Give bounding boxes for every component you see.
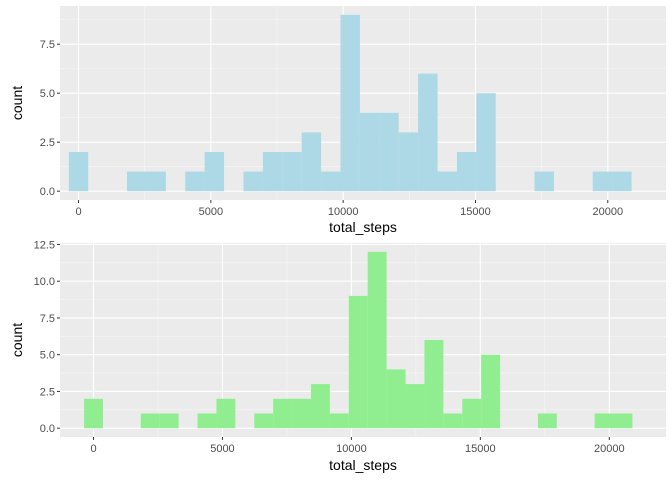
histogram-bar — [481, 354, 501, 429]
histogram-bar — [127, 171, 147, 192]
histogram-bar — [310, 384, 330, 429]
x-axis-title: total_steps — [329, 457, 397, 473]
histogram-bar — [348, 295, 368, 429]
histogram-bar — [359, 112, 380, 192]
y-tick-label: 2.5 — [40, 386, 55, 398]
histogram-bar — [273, 398, 293, 429]
histogram-bar — [329, 413, 349, 429]
x-tick-label: 5000 — [210, 443, 234, 455]
x-tick-label: 15000 — [460, 206, 491, 218]
x-tick-label: 20000 — [592, 206, 623, 218]
histogram-bar — [282, 151, 302, 192]
y-tick-label: 7.5 — [40, 39, 55, 51]
y-axis-title: count — [9, 323, 25, 357]
histogram-bar — [367, 251, 387, 429]
histogram-bar — [197, 413, 217, 429]
histogram-bar — [398, 132, 419, 192]
x-tick-label: 20000 — [594, 443, 625, 455]
histogram-bar — [292, 398, 311, 429]
histogram-bar — [301, 132, 322, 192]
histogram-bar — [437, 171, 457, 192]
panel-1: 0 5000 10000 15000 20000 0.0 2.5 5.0 7.5 total_st… — [9, 6, 666, 235]
histogram-bar — [537, 413, 557, 429]
y-tick-label: 0.0 — [40, 423, 55, 435]
x-tick-label: 10000 — [328, 206, 359, 218]
histogram-bar — [243, 171, 263, 192]
y-tick-label: 5.0 — [40, 88, 55, 100]
histogram-bar — [534, 171, 554, 192]
y-tick-label: 2.5 — [40, 137, 55, 149]
histogram-bar — [340, 14, 360, 192]
y-tick-label: 12.5 — [34, 239, 55, 251]
x-tick-label: 5000 — [199, 206, 223, 218]
histogram-bar — [594, 413, 614, 429]
y-tick-label: 10.0 — [34, 276, 55, 288]
histogram-bar — [405, 384, 425, 429]
histogram-bar — [456, 151, 477, 192]
x-tick-label: 0 — [75, 206, 81, 218]
histogram-bar — [84, 398, 103, 429]
histogram-bar — [424, 340, 444, 429]
x-tick-label: 10000 — [336, 443, 367, 455]
y-tick-label: 5.0 — [40, 350, 55, 362]
x-axis-title: total_steps — [329, 219, 397, 235]
histogram-bar — [254, 413, 274, 429]
y-axis-title: count — [9, 86, 25, 120]
histogram-bar — [613, 413, 633, 429]
y-tick-label: 0.0 — [40, 186, 55, 198]
histogram-bar — [386, 369, 406, 429]
histogram-bar — [159, 413, 179, 429]
histogram-bar — [216, 398, 236, 429]
histogram-bar — [612, 171, 632, 192]
y-tick-label: 7.5 — [40, 313, 55, 325]
histogram-bar — [262, 151, 283, 192]
histogram-bar — [204, 151, 225, 192]
x-tick-label: 0 — [90, 443, 96, 455]
histogram-bar — [146, 171, 166, 192]
histogram-bar — [592, 171, 613, 192]
histogram-bar — [418, 73, 438, 192]
x-tick-label: 15000 — [465, 443, 496, 455]
histogram-bar — [476, 93, 496, 192]
histogram-bar — [185, 171, 205, 192]
histogram-bar — [68, 151, 89, 192]
histogram-bar — [379, 112, 399, 192]
histogram-bar — [462, 398, 482, 429]
histogram-bar — [321, 171, 341, 192]
histogram-bar — [443, 413, 463, 429]
histogram-bar — [140, 413, 160, 429]
panel-2: 0 5000 10000 15000 20000 0.0 2.5 5.0 7.5 10.0 12.5… — [9, 239, 666, 473]
